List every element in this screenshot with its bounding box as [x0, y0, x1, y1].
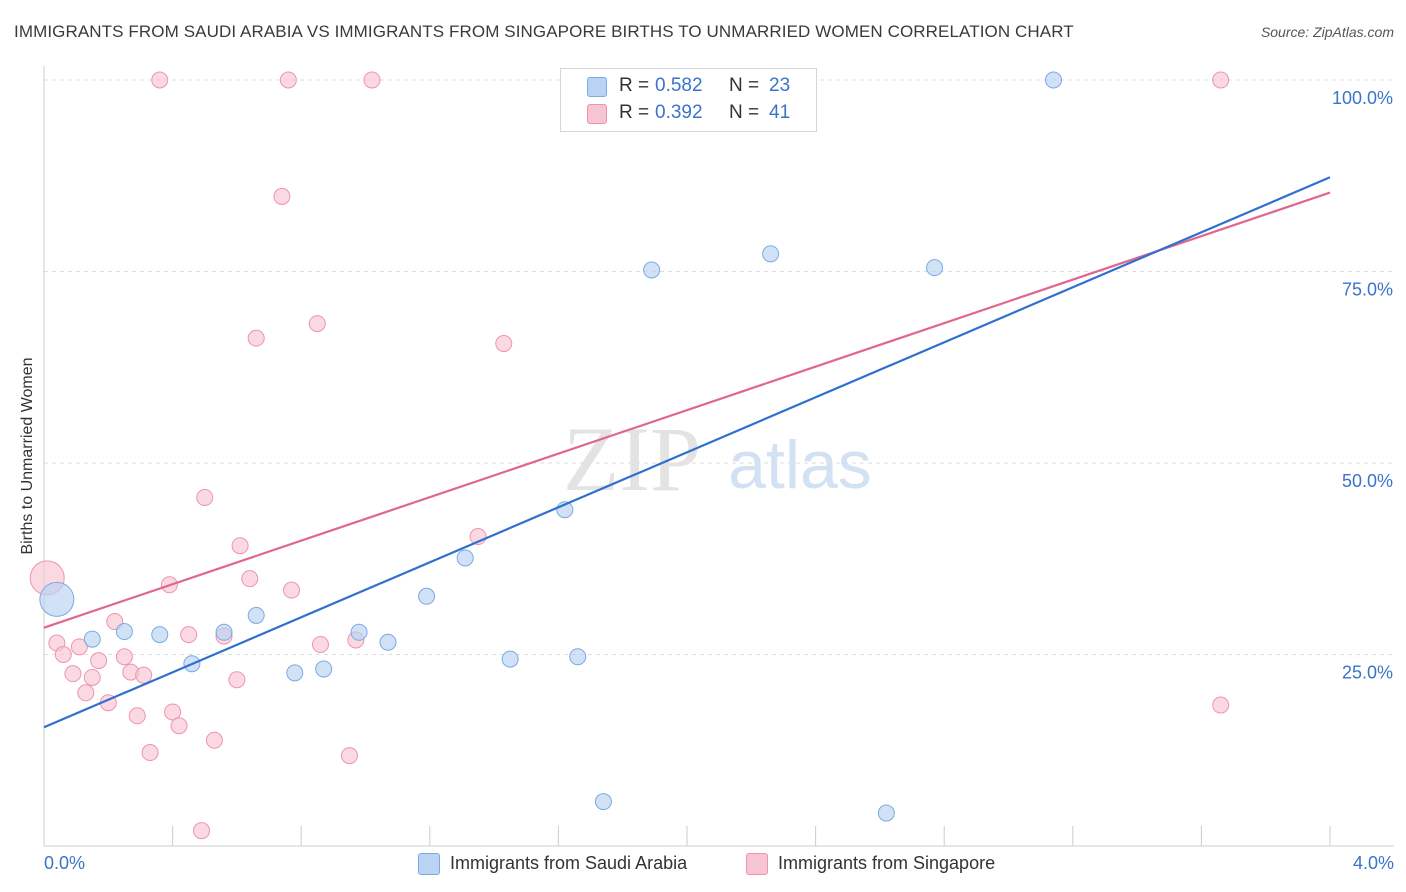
legend-r-label: R =: [619, 75, 650, 96]
data-point: [164, 703, 182, 721]
data-point: [501, 650, 519, 668]
axes: [43, 66, 1394, 847]
data-point: [135, 666, 153, 684]
data-point: [456, 549, 474, 567]
data-point: [340, 747, 358, 765]
data-point: [231, 537, 249, 555]
data-point: [196, 488, 214, 506]
data-point: [877, 804, 895, 822]
data-point: [151, 626, 169, 644]
data-point: [115, 648, 133, 666]
y-axis-title: Births to Unmarried Women: [19, 357, 36, 555]
data-point: [170, 717, 188, 735]
data-point: [205, 731, 223, 749]
data-point: [926, 259, 944, 277]
data-point: [247, 329, 265, 347]
data-point: [247, 606, 265, 624]
legend-swatch-pink: [587, 104, 607, 124]
series-saudi-points: [39, 71, 1063, 822]
bottom-legend-swatch-pink: [746, 853, 768, 875]
legend-r-value: 0.392: [655, 102, 703, 123]
data-point: [283, 581, 301, 599]
data-point: [308, 315, 326, 333]
trend-line: [43, 176, 1331, 729]
bottom-legend-label: Immigrants from Singapore: [778, 853, 996, 873]
y-tick-labels: 25.0% 50.0% 75.0% 100.0%: [1332, 88, 1393, 683]
watermark-atlas: atlas: [728, 427, 872, 503]
data-point: [90, 652, 108, 670]
legend-n-label: N =: [729, 102, 760, 123]
data-point: [279, 71, 297, 89]
y-tick-label: 25.0%: [1342, 663, 1393, 683]
watermark: ZIP atlas: [563, 408, 872, 510]
data-point: [311, 636, 329, 654]
data-point: [39, 581, 75, 617]
source-label: Source: ZipAtlas.com: [1260, 24, 1394, 40]
data-point: [128, 707, 146, 725]
data-point: [286, 664, 304, 682]
x-tick-label-min: 0.0%: [44, 853, 85, 873]
data-point: [1212, 696, 1230, 714]
x-tick-label-max: 4.0%: [1353, 853, 1394, 873]
data-point: [193, 822, 211, 840]
legend-n-value: 23: [769, 75, 791, 96]
y-tick-label: 50.0%: [1342, 471, 1393, 491]
data-point: [418, 587, 436, 605]
data-point: [115, 623, 133, 641]
data-point: [643, 261, 661, 279]
y-tick-label: 75.0%: [1342, 280, 1393, 300]
data-point: [569, 648, 587, 666]
data-point: [180, 626, 198, 644]
data-point: [350, 623, 368, 641]
data-point: [273, 187, 291, 205]
data-point: [215, 623, 233, 641]
watermark-zip: ZIP: [563, 408, 701, 510]
data-point: [141, 744, 159, 762]
legend-n-label: N =: [729, 75, 760, 96]
y-tick-label: 100.0%: [1332, 88, 1393, 108]
data-point: [83, 668, 101, 686]
data-point: [151, 71, 169, 89]
legend-r-label: R =: [619, 102, 650, 123]
data-point: [315, 660, 333, 678]
gridlines: [44, 79, 1394, 655]
legend-swatch-blue: [587, 77, 607, 97]
data-point: [241, 570, 259, 588]
data-point: [594, 793, 612, 811]
legend-r-value: 0.582: [655, 75, 703, 96]
data-point: [54, 646, 72, 663]
data-point: [83, 630, 101, 648]
trend-lines: [43, 176, 1331, 729]
x-ticks: [43, 826, 1331, 846]
data-point: [363, 71, 381, 89]
data-point: [1045, 71, 1063, 89]
trend-line: [43, 191, 1331, 629]
chart-title: IMMIGRANTS FROM SAUDI ARABIA VS IMMIGRAN…: [14, 22, 1074, 41]
bottom-legend-swatch-blue: [418, 853, 440, 875]
data-point: [1212, 71, 1230, 89]
series-singapore-points: [29, 71, 1230, 840]
data-point: [70, 638, 88, 656]
data-point: [77, 684, 95, 702]
data-point: [228, 671, 246, 689]
data-point: [495, 335, 513, 353]
legend-n-value: 41: [769, 102, 791, 123]
data-point: [64, 665, 82, 683]
correlation-legend: R = 0.582 N = 23 R = 0.392 N = 41: [560, 68, 817, 132]
data-point: [379, 633, 397, 651]
bottom-legend-label: Immigrants from Saudi Arabia: [450, 853, 688, 873]
data-point: [762, 245, 780, 263]
